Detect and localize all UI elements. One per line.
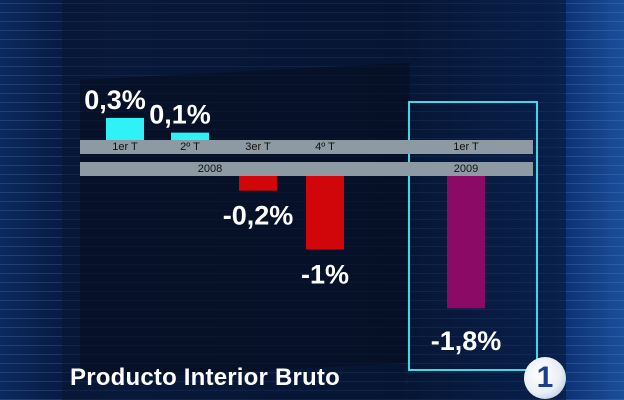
bar-4 <box>447 176 485 309</box>
quarter-label-4: 1er T <box>453 141 479 153</box>
quarter-label-3: 4º T <box>315 141 335 153</box>
value-label-0: 0,3% <box>84 85 146 115</box>
bar-0 <box>106 117 144 140</box>
quarter-band: 1er T 2º T 3er T 4º T 1er T <box>80 140 533 154</box>
highlight-box-2009 <box>408 101 538 371</box>
quarter-label-0: 1er T <box>112 141 138 153</box>
bar-1 <box>171 132 209 140</box>
value-label-2: -0,2% <box>223 201 294 231</box>
bar-3 <box>306 176 344 250</box>
chart-title: Producto Interior Bruto <box>70 364 340 391</box>
year-label-2009: 2009 <box>453 163 479 175</box>
value-label-4: -1,8% <box>431 326 502 356</box>
value-label-3: -1% <box>301 260 349 290</box>
channel-logo-text: 1 <box>536 361 554 394</box>
value-label-1: 0,1% <box>149 100 211 130</box>
quarter-label-1: 2º T <box>180 141 200 153</box>
quarter-label-2: 3er T <box>245 141 271 153</box>
year-band: 2008 2009 <box>80 162 533 176</box>
bar-2 <box>239 176 277 191</box>
year-label-2008: 2008 <box>197 163 223 175</box>
channel-logo-icon: 1 <box>524 357 566 399</box>
